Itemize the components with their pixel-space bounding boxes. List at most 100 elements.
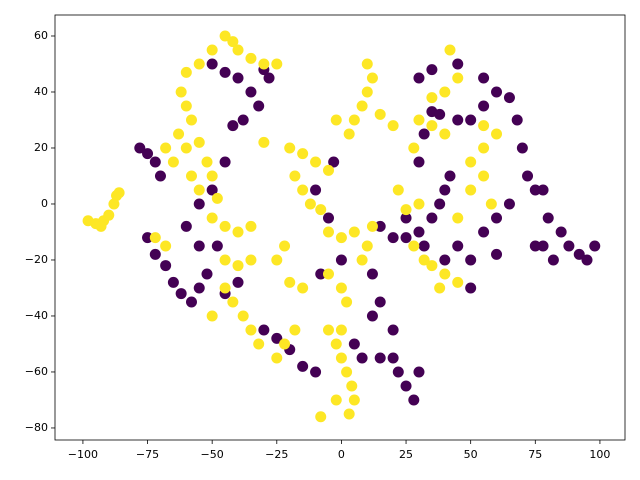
point <box>348 394 360 406</box>
point <box>343 408 355 420</box>
point <box>361 86 373 98</box>
point <box>555 226 567 238</box>
point <box>180 100 192 112</box>
point <box>237 114 249 126</box>
point <box>434 282 446 294</box>
point <box>193 136 205 148</box>
point <box>232 226 244 238</box>
point <box>465 254 477 266</box>
point <box>193 184 205 196</box>
point <box>206 184 218 196</box>
point <box>185 114 197 126</box>
point <box>322 212 334 224</box>
point <box>289 170 301 182</box>
point <box>387 352 399 364</box>
point <box>253 338 265 350</box>
x-tick-label: 25 <box>399 448 413 461</box>
point <box>232 276 244 288</box>
point <box>452 58 464 70</box>
point <box>201 156 213 168</box>
x-tick-label: −75 <box>136 448 159 461</box>
point <box>245 254 257 266</box>
point <box>310 366 322 378</box>
point <box>413 226 425 238</box>
y-tick-label: 40 <box>34 85 48 98</box>
point <box>581 254 593 266</box>
point <box>297 148 309 160</box>
point <box>537 184 549 196</box>
point <box>361 240 373 252</box>
y-tick-label: −60 <box>25 365 48 378</box>
point <box>227 36 239 48</box>
point <box>134 142 146 154</box>
point <box>297 184 309 196</box>
point <box>322 226 334 238</box>
y-tick-label: 20 <box>34 141 48 154</box>
point <box>374 296 386 308</box>
point <box>193 282 205 294</box>
point <box>310 184 322 196</box>
point <box>478 100 490 112</box>
point <box>149 232 161 244</box>
point <box>400 204 412 216</box>
point <box>173 128 185 140</box>
point <box>434 198 446 210</box>
plot-frame <box>54 14 626 441</box>
point <box>491 86 503 98</box>
point <box>219 30 231 42</box>
point <box>413 156 425 168</box>
point <box>529 240 541 252</box>
point <box>366 268 378 280</box>
point <box>206 212 218 224</box>
point <box>258 136 270 148</box>
point <box>348 114 360 126</box>
point <box>465 282 477 294</box>
point <box>206 310 218 322</box>
point <box>167 156 179 168</box>
point <box>511 114 523 126</box>
point <box>356 100 368 112</box>
point <box>193 198 205 210</box>
point <box>219 282 231 294</box>
point <box>219 220 231 232</box>
point <box>284 276 296 288</box>
point <box>465 184 477 196</box>
point <box>343 128 355 140</box>
y-tick-label: 60 <box>34 29 48 42</box>
point <box>142 232 154 244</box>
point <box>542 212 554 224</box>
point <box>330 338 342 350</box>
point <box>103 209 115 221</box>
point <box>491 248 503 260</box>
point <box>374 220 386 232</box>
point <box>465 114 477 126</box>
point <box>245 220 257 232</box>
point <box>426 92 438 104</box>
point <box>413 114 425 126</box>
point <box>491 212 503 224</box>
point <box>219 156 231 168</box>
point <box>160 240 172 252</box>
point <box>149 156 161 168</box>
point <box>142 148 154 160</box>
point <box>206 170 218 182</box>
point <box>465 156 477 168</box>
point <box>426 64 438 76</box>
point <box>211 240 223 252</box>
point <box>271 254 283 266</box>
point <box>185 170 197 182</box>
point <box>175 86 187 98</box>
point <box>219 254 231 266</box>
point <box>193 58 205 70</box>
x-tick-label: 100 <box>589 448 610 461</box>
point <box>452 72 464 84</box>
point <box>408 394 420 406</box>
point <box>439 128 451 140</box>
point <box>408 142 420 154</box>
point <box>400 232 412 244</box>
point <box>232 72 244 84</box>
point <box>271 332 283 344</box>
point <box>245 324 257 336</box>
point <box>245 52 257 64</box>
point <box>335 282 347 294</box>
